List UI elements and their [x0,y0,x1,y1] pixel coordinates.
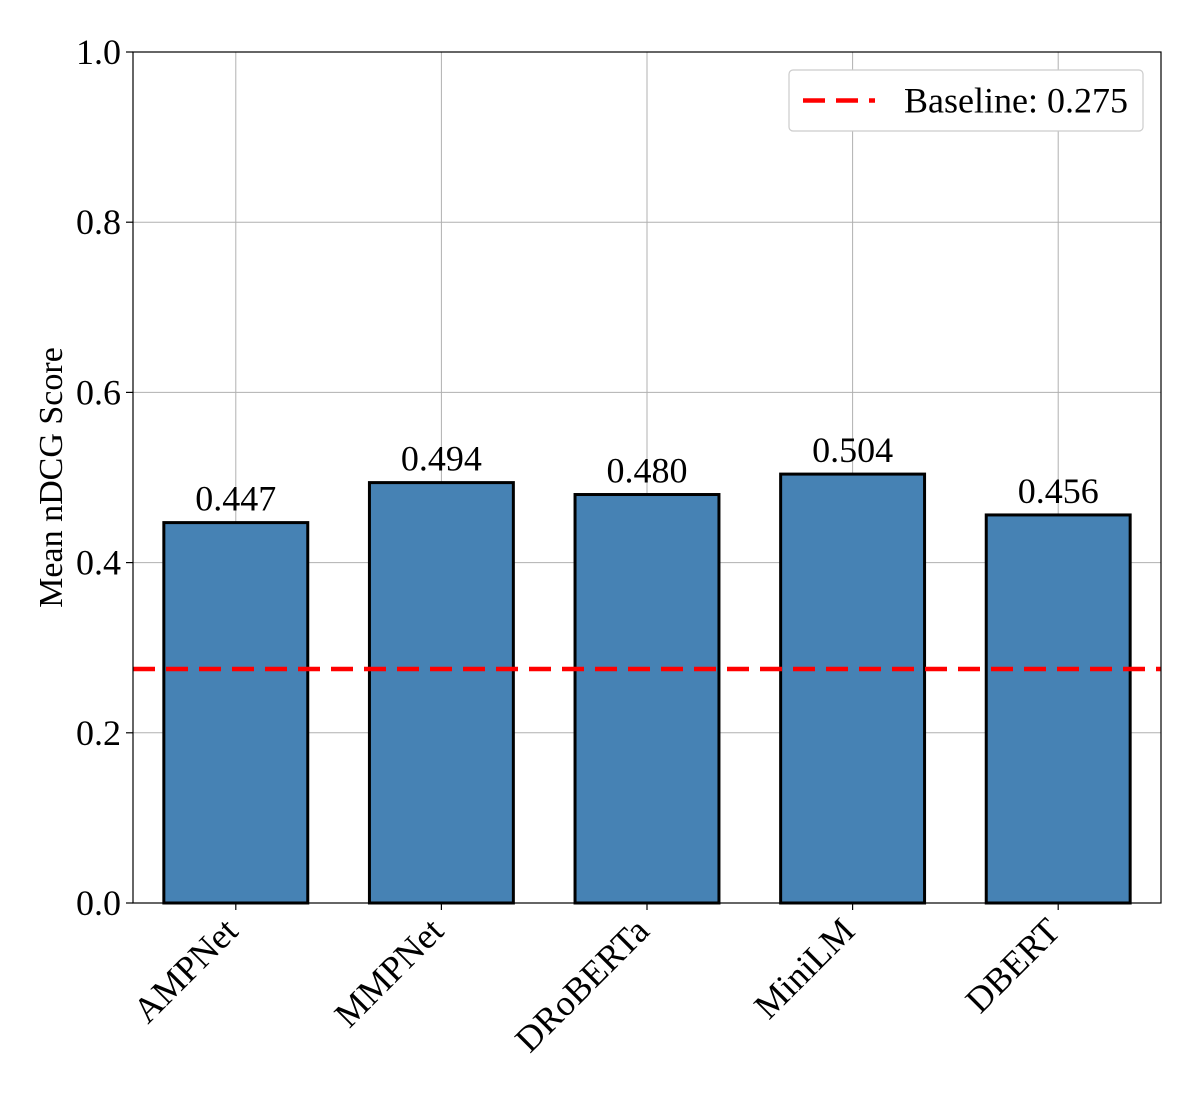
y-axis-title: Mean nDCG Score [33,347,70,608]
value-label-minilm: 0.504 [812,430,893,470]
bar-dbert [984,513,1132,905]
bars [162,472,1132,905]
value-label-mmpnet: 0.494 [401,439,482,479]
y-tick-label-2: 0.4 [76,543,121,583]
y-tick-label-3: 0.6 [76,372,121,412]
value-labels: 0.447 0.494 0.480 0.504 0.456 [195,430,1098,519]
y-tick-label-1: 0.2 [76,713,121,753]
x-tick-label-droberta: DRoBERTa [507,910,656,1059]
legend-box [788,69,1144,132]
bar-droberta [573,493,721,905]
value-label-droberta: 0.480 [607,451,688,491]
y-axis: 0.0 0.2 0.4 0.6 0.8 1.0 [76,32,133,923]
value-label-ampnet: 0.447 [195,479,276,519]
y-tick-label-5: 1.0 [76,32,121,72]
bar-minilm [779,472,927,905]
bar-mmpnet [367,481,515,905]
legend: Baseline: 0.275 [788,69,1144,132]
y-tick-label-0: 0.0 [76,883,121,923]
x-tick-label-minilm: MiniLM [746,910,862,1026]
bar-ampnet [162,521,310,905]
value-label-dbert: 0.456 [1018,471,1099,511]
x-tick-label-dbert: DBERT [958,910,1068,1020]
legend-entry-baseline: Baseline: 0.275 [904,81,1128,121]
x-tick-label-ampnet: AMPNet [125,910,245,1030]
x-axis: AMPNet MMPNet DRoBERTa MiniLM DBERT [125,903,1068,1060]
y-tick-label-4: 0.8 [76,202,121,242]
x-tick-label-mmpnet: MMPNet [327,910,451,1034]
